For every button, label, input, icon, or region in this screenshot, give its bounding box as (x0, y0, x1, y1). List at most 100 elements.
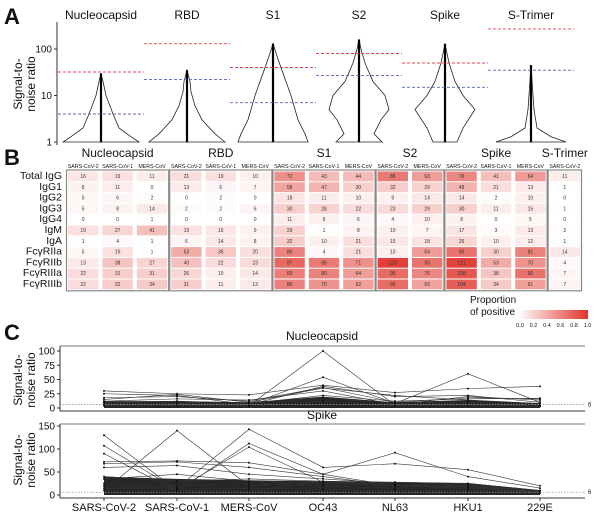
heatmap-cell-value: 108 (457, 271, 466, 277)
heatmap-cell-value: 80 (321, 271, 327, 277)
heatmap-cell (480, 182, 512, 193)
subplot-title: Spike (307, 408, 337, 422)
x-tick-label: SARS-CoV-1 (145, 502, 209, 514)
heatmap-cell-value: 0 (82, 217, 85, 223)
heatmap-cell-value: 47 (321, 185, 327, 191)
heatmap-cell-value: 40 (184, 260, 190, 266)
heatmap-cell-value: 1 (151, 250, 154, 256)
heatmap-cell (412, 279, 443, 290)
heatmap-cell-value: 4 (563, 260, 566, 266)
heatmap-cell (480, 257, 512, 268)
heatmap-cell-value: 0 (495, 217, 498, 223)
heatmap-cell (308, 225, 340, 236)
heatmap-column-header: SARS-CoV-2 (171, 164, 202, 170)
panel-label-c: C (4, 320, 20, 345)
sample-point (176, 460, 178, 463)
heatmap-cell (68, 257, 99, 268)
heatmap-cell-value: 10 (321, 239, 327, 245)
heatmap-cell-value: 12 (528, 239, 534, 245)
heatmap-cell (549, 279, 580, 290)
sample-point (176, 473, 178, 476)
heatmap-cell (171, 171, 202, 182)
heatmap-row-label: IgA (46, 235, 62, 247)
heatmap-cell-value: 1 (563, 206, 566, 212)
heatmap-cell (412, 247, 443, 257)
heatmap-row-label: FcγRIIa (26, 246, 62, 258)
heatmap-cell-value: 20 (252, 250, 258, 256)
heatmap-cell-value: 19 (115, 250, 121, 256)
heatmap-cell (446, 171, 477, 182)
heatmap-cell (308, 203, 340, 214)
sample-point (539, 399, 541, 402)
heatmap-cell (480, 203, 512, 214)
heatmap-cell (68, 182, 99, 193)
heatmap-group-title: Spike (481, 146, 511, 160)
heatmap-cell-value: 2 (151, 196, 154, 202)
heatmap-cell-value: 64 (356, 271, 362, 277)
heatmap-cell-value: 64 (528, 174, 534, 180)
sample-point (248, 466, 250, 469)
x-tick-label: SARS-CoV-2 (72, 502, 136, 514)
heatmap-cell (136, 193, 168, 203)
sample-point (248, 393, 250, 396)
sample-point (103, 462, 105, 465)
heatmap-cell (549, 225, 580, 236)
legend-tick-label: 0.2 (530, 323, 538, 329)
heatmap-cell (515, 279, 546, 290)
heatmap-cell (136, 214, 168, 225)
sample-point (322, 484, 324, 487)
y-tick-label: 75 (44, 361, 56, 372)
heatmap-cell-value: 11 (321, 196, 326, 202)
heatmap-column-header: SARS-CoV-2 (377, 164, 408, 170)
x-tick-label: MERS-CoV (221, 502, 279, 514)
heatmap-cell (377, 225, 408, 236)
heatmap-cell-value: 19 (184, 228, 190, 234)
sample-point (103, 396, 105, 399)
sample-point (103, 452, 105, 455)
heatmap-cell-value: 0 (563, 217, 566, 223)
heatmap-cell (102, 225, 133, 236)
legend-tick-label: 0.0 (516, 323, 524, 329)
sample-point (176, 400, 178, 403)
heatmap-cell (308, 171, 340, 182)
heatmap-group-border (375, 169, 445, 292)
y-tick-label: 100 (38, 445, 55, 456)
sample-point (248, 442, 250, 445)
heatmap-column-header: SARS-CoV-1 (309, 164, 340, 170)
heatmap-cell (549, 236, 580, 247)
heatmap-cell (549, 247, 580, 257)
heatmap-cell-value: 43 (321, 174, 327, 180)
heatmap-cell (343, 268, 374, 279)
heatmap-cell (549, 268, 580, 279)
heatmap-cell (549, 257, 580, 268)
panel-label-b: B (4, 145, 20, 170)
heatmap-cell-value: 17 (459, 228, 465, 234)
heatmap-cell-value: 21 (184, 174, 190, 180)
heatmap-cell (343, 257, 374, 268)
sample-point (467, 397, 469, 400)
heatmap-cell-value: 15 (528, 206, 534, 212)
sample-point (176, 395, 178, 398)
heatmap-cell-value: 27 (115, 228, 121, 234)
heatmap-cell-value: 4 (323, 250, 326, 256)
sample-point (248, 461, 250, 464)
sample-point (103, 392, 105, 395)
heatmap-cell (308, 247, 340, 257)
heatmap-cell (136, 257, 168, 268)
heatmap-cell (446, 268, 477, 279)
heatmap-cell-value: 0 (219, 217, 222, 223)
sample-point (103, 489, 105, 492)
sample-point (539, 490, 541, 493)
heatmap-cell (240, 257, 271, 268)
heatmap-cell (240, 171, 271, 182)
sample-point (103, 475, 105, 478)
heatmap-cell (240, 214, 271, 225)
heatmap-cell-value: 10 (356, 196, 362, 202)
heatmap-cell (274, 214, 305, 225)
heatmap-cell-value: 1 (151, 217, 154, 223)
heatmap-cell-value: 81 (528, 250, 534, 256)
heatmap-cell (205, 236, 236, 247)
heatmap-column-header: SARS-CoV-1 (481, 164, 512, 170)
heatmap-cell-value: 6 (219, 185, 222, 191)
heatmap-cell-value: 90 (459, 250, 465, 256)
